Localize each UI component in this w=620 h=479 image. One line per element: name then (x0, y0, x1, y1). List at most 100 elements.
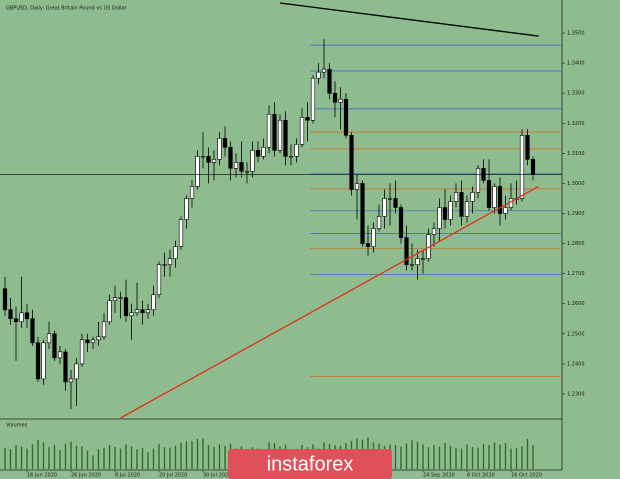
candle-body (35, 342, 41, 380)
candle-body (189, 186, 195, 199)
y-tick-label: 1.2400 (567, 361, 585, 367)
candle-body (239, 162, 244, 172)
y-tick-label: 1.3400 (567, 61, 585, 67)
y-tick-label: 1.2500 (567, 331, 585, 337)
candle-body (310, 77, 316, 121)
y-tick-label: 1.3000 (567, 181, 585, 187)
candle-body (2, 288, 8, 311)
candle-body (497, 186, 503, 214)
candle-body (448, 201, 453, 220)
candle-body (101, 321, 107, 338)
candle-body (343, 98, 349, 136)
candle-body (129, 312, 134, 317)
candle-body (453, 192, 459, 202)
candle-body (486, 180, 492, 208)
candle-body (222, 138, 228, 148)
candle-body (261, 147, 266, 157)
candle-body (398, 207, 404, 238)
candle-body (19, 312, 24, 323)
candle-body (294, 144, 299, 157)
candle-body (156, 264, 162, 296)
x-tick-label: 26 Jun 2020 (71, 473, 101, 479)
x-tick-label: 30 Jul 2020 (203, 473, 231, 479)
trendline (120, 185, 539, 419)
candle-body (112, 297, 118, 302)
candle-body (13, 318, 19, 323)
candle-body (244, 171, 250, 173)
candle-body (200, 156, 206, 158)
candle-body (354, 183, 360, 190)
candle-body (404, 237, 409, 265)
candle-body (272, 113, 277, 151)
candle-body (41, 342, 46, 380)
candle-body (46, 333, 52, 344)
candle-body (382, 198, 387, 217)
y-tick-label: 1.2900 (567, 211, 585, 217)
x-tick-label: 16 Oct 2020 (511, 473, 542, 479)
candle-body (255, 150, 261, 157)
candle-body (90, 339, 96, 344)
candle-body (387, 198, 393, 200)
candle-body (503, 207, 508, 214)
x-tick-label: 16 Jun 2020 (27, 473, 57, 479)
y-tick-label: 1.2600 (567, 301, 585, 307)
candle-body (437, 207, 442, 229)
candle-body (283, 119, 288, 157)
candle-body (30, 318, 35, 344)
candle-body (107, 300, 112, 323)
candle-body (68, 378, 74, 383)
candle-body (316, 71, 321, 79)
candle-body (409, 264, 415, 266)
candle-body (57, 351, 63, 359)
y-tick-label: 1.2300 (567, 391, 585, 397)
y-tick-label: 1.3500 (567, 31, 585, 37)
candle-body (8, 309, 13, 320)
candle-body (338, 98, 343, 103)
candle-body (24, 312, 30, 320)
candle-body (299, 116, 305, 145)
y-tick-label: 1.2800 (567, 241, 585, 247)
candle-body (85, 339, 90, 344)
candle-body (134, 309, 140, 314)
y-tick-label: 1.3100 (567, 151, 585, 157)
candle-body (217, 138, 222, 160)
candle-body (195, 156, 200, 187)
candle-body (178, 219, 184, 247)
candle-body (332, 92, 338, 103)
candle-body (530, 159, 536, 175)
candle-body (140, 309, 145, 314)
candle-body (365, 243, 371, 247)
y-tick-label: 1.2700 (567, 271, 585, 277)
candle-body (492, 186, 497, 208)
watermark-box (228, 449, 392, 479)
candle-body (233, 162, 239, 169)
watermark: instaforex (228, 449, 392, 479)
candle-body (371, 228, 376, 247)
candle-body (118, 297, 123, 299)
candle-body (376, 216, 382, 229)
candle-body (475, 168, 481, 193)
candle-body (74, 363, 79, 380)
trendline (279, 2, 539, 37)
candle-body (442, 207, 448, 220)
candle-body (63, 351, 68, 383)
candle-body (525, 135, 530, 160)
candle-body (360, 183, 365, 244)
candle-body (321, 68, 327, 73)
candle-body (123, 297, 129, 317)
x-tick-label: 24 Sep 2020 (423, 473, 455, 479)
candle-body (470, 192, 475, 202)
candle-body (431, 228, 437, 235)
candle-body (277, 119, 283, 151)
candle-body (228, 147, 233, 169)
candle-body (288, 156, 294, 158)
y-tick-label: 1.3200 (567, 121, 585, 127)
candle-body (167, 258, 173, 265)
x-tick-label: 20 Jul 2020 (159, 473, 187, 479)
candle-body (52, 333, 57, 359)
watermark-text: instaforex (267, 453, 354, 475)
candle-body (96, 336, 101, 341)
candle-body (151, 294, 156, 311)
candle-body (206, 156, 211, 163)
